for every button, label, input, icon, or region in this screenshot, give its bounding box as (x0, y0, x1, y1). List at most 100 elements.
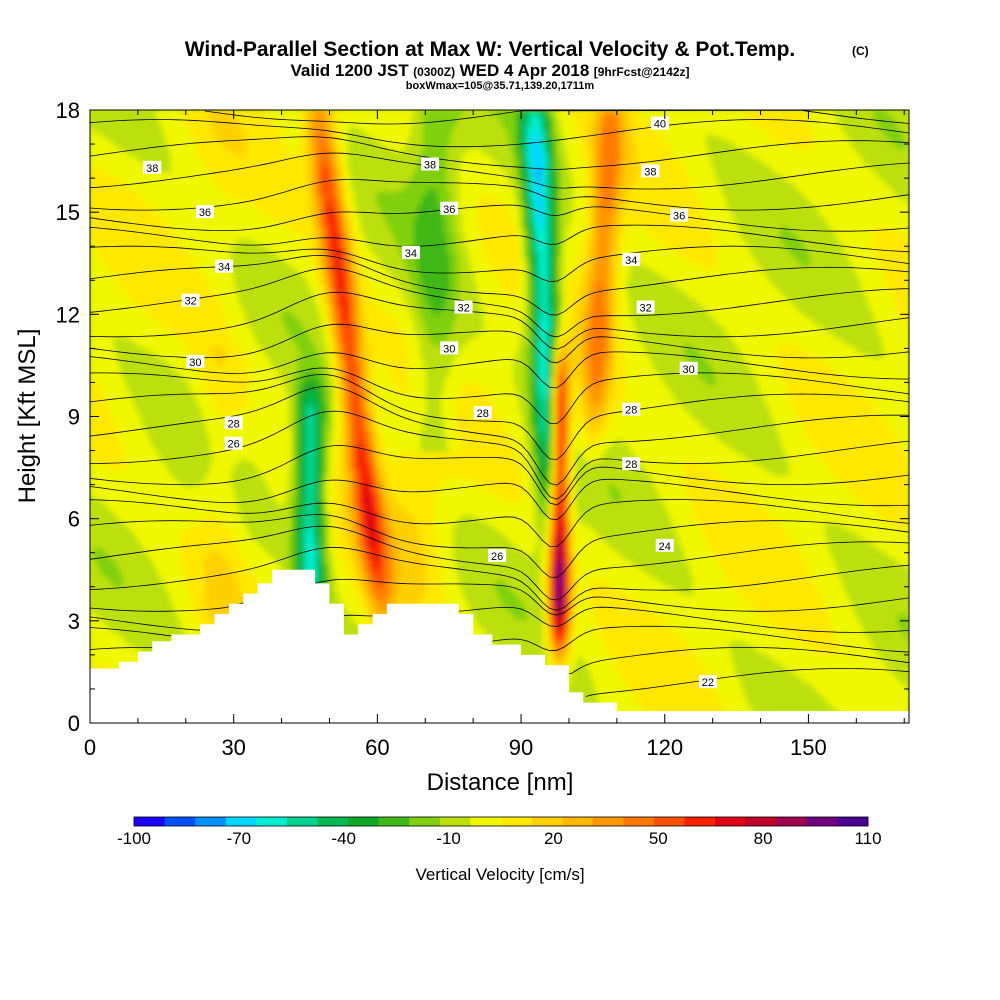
field-cell (105, 386, 109, 390)
field-cell (108, 488, 112, 492)
field-cell (102, 383, 106, 387)
field-cell (129, 398, 133, 402)
subtitle-line: Valid 1200 JST (0300Z) WED 4 Apr 2018 [9… (290, 61, 689, 80)
field-cell (99, 281, 103, 285)
valid-time: Valid 1200 JST (290, 61, 409, 80)
field-cell (117, 380, 121, 384)
field-cell (132, 110, 136, 114)
field-cell (108, 224, 112, 228)
field-cell (120, 128, 124, 132)
field-cell (117, 368, 121, 372)
field-cell (117, 311, 121, 315)
field-cell (129, 617, 133, 621)
field-cell (102, 641, 106, 645)
field-cell (111, 551, 115, 555)
field-cell (93, 512, 97, 516)
field-cell (126, 590, 130, 594)
field-cell (117, 233, 121, 237)
field-cell (102, 143, 106, 147)
field-cell (117, 113, 121, 117)
field-cell (120, 572, 124, 576)
field-cell (111, 278, 115, 282)
field-cell (126, 485, 130, 489)
field-cell (105, 395, 109, 399)
field-cell (102, 395, 106, 399)
field-cell (114, 542, 118, 546)
field-cell (120, 401, 124, 405)
field-cell (123, 635, 127, 639)
field-cell (111, 494, 115, 498)
field-cell (96, 188, 100, 192)
field-cell (114, 584, 118, 588)
field-cell (129, 380, 133, 384)
field-cell (111, 380, 115, 384)
field-cell (99, 509, 103, 513)
field-cell (120, 638, 124, 642)
field-cell (108, 644, 112, 648)
field-cell (99, 272, 103, 276)
field-cell (99, 413, 103, 417)
field-cell (126, 377, 130, 381)
field-cell (96, 332, 100, 336)
field-cell (117, 416, 121, 420)
field-cell (111, 497, 115, 501)
field-cell (96, 653, 100, 657)
field-cell (111, 113, 115, 117)
field-cell (93, 350, 97, 354)
field-cell (123, 590, 127, 594)
field-cell (120, 428, 124, 432)
field-cell (117, 125, 121, 129)
field-cell (102, 413, 106, 417)
field-cell (132, 260, 136, 264)
field-cell (105, 383, 109, 387)
field-cell (129, 206, 133, 210)
field-cell (108, 467, 112, 471)
field-cell (105, 377, 109, 381)
field-cell (123, 212, 127, 216)
field-cell (102, 416, 106, 420)
field-cell (114, 647, 118, 651)
field-cell (132, 269, 136, 273)
field-cell (102, 197, 106, 201)
field-cell (120, 152, 124, 156)
field-cell (96, 380, 100, 384)
field-cell (132, 176, 136, 180)
field-cell (126, 347, 130, 351)
field-cell (114, 563, 118, 567)
field-cell (117, 215, 121, 219)
field-cell (99, 470, 103, 474)
field-cell (93, 590, 97, 594)
field-cell (123, 203, 127, 207)
field-cell (120, 533, 124, 537)
field-cell (126, 509, 130, 513)
field-cell (96, 200, 100, 204)
field-cell (126, 545, 130, 549)
field-cell (105, 659, 109, 663)
field-cell (123, 134, 127, 138)
field-cell (120, 446, 124, 450)
field-cell (123, 287, 127, 291)
field-cell (105, 506, 109, 510)
field-cell (99, 383, 103, 387)
field-cell (102, 380, 106, 384)
field-cell (93, 263, 97, 267)
field-cell (102, 578, 106, 582)
field-cell (120, 332, 124, 336)
field-cell (102, 455, 106, 459)
field-cell (99, 437, 103, 441)
field-cell (93, 302, 97, 306)
field-cell (99, 533, 103, 537)
field-cell (123, 314, 127, 318)
field-cell (129, 458, 133, 462)
field-cell (102, 428, 106, 432)
field-cell (99, 194, 103, 198)
field-cell (96, 419, 100, 423)
field-cell (105, 179, 109, 183)
field-cell (126, 170, 130, 174)
field-cell (126, 374, 130, 378)
field-cell (123, 317, 127, 321)
field-cell (105, 236, 109, 240)
field-cell (129, 374, 133, 378)
field-cell (108, 545, 112, 549)
field-cell (120, 287, 124, 291)
